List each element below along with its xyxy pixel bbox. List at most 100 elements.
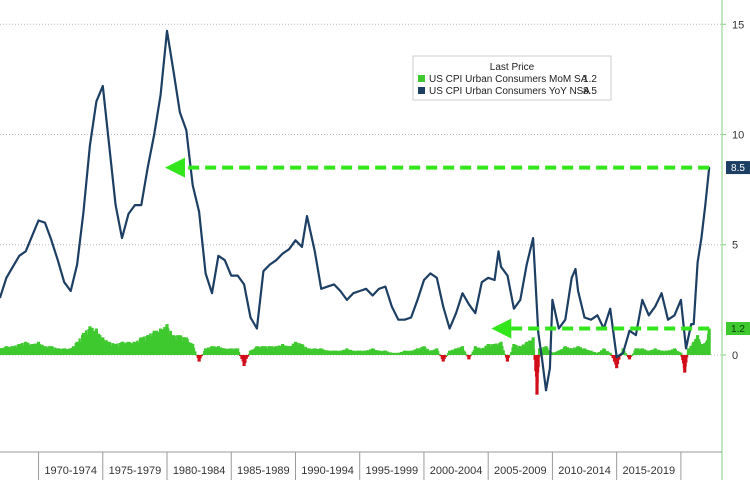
yoy-point: [429, 272, 432, 275]
mom-bar: [96, 334, 99, 355]
mom-bar: [348, 349, 351, 355]
yoy-point: [545, 389, 547, 392]
mom-bar: [122, 341, 125, 355]
mom-bar: [322, 349, 325, 355]
mom-bar: [570, 348, 574, 355]
mom-bar: [656, 350, 659, 355]
mom-bar: [672, 348, 677, 355]
mom-bar: [261, 346, 265, 355]
legend-value-mom: 1.2: [583, 74, 597, 85]
mom-bar: [630, 354, 634, 356]
yoy-point: [301, 246, 303, 248]
mom-bar: [65, 349, 69, 355]
mom-bar: [648, 351, 652, 355]
mom-bar: [409, 350, 413, 355]
mom-bar: [611, 354, 615, 359]
mom-bar: [610, 354, 613, 356]
mom-bar: [670, 349, 674, 355]
mom-bar: [341, 349, 345, 355]
yoy-point: [108, 144, 110, 147]
yoy-point: [57, 259, 59, 261]
mom-bar: [503, 353, 507, 355]
mom-bar: [340, 351, 343, 355]
mom-bar: [412, 350, 415, 355]
mom-bar: [488, 344, 491, 355]
mom-bar: [589, 350, 593, 355]
mom-bar: [154, 336, 157, 355]
yoy-point: [358, 290, 361, 292]
mom-bar: [452, 350, 455, 355]
mom-bar: [229, 348, 233, 355]
yoy-point: [313, 250, 316, 253]
yoy-point: [63, 281, 66, 284]
mom-bar: [632, 353, 635, 355]
mom-bar: [685, 354, 689, 358]
mom-bar: [537, 354, 541, 357]
yoy-point: [18, 254, 21, 257]
mom-bar: [105, 340, 108, 355]
yoy-point: [217, 254, 220, 257]
mom-bar: [120, 341, 124, 355]
mom-bar: [507, 354, 510, 358]
mom-bar: [203, 348, 208, 355]
mom-bar: [660, 350, 664, 355]
yoy-point: [423, 279, 425, 281]
mom-bar: [171, 335, 176, 355]
mom-bar: [592, 351, 595, 355]
mom-bar: [529, 340, 532, 355]
mom-bar: [62, 348, 66, 355]
yoy-point: [654, 305, 656, 308]
mom-bar: [597, 352, 600, 355]
mom-bar: [439, 354, 442, 357]
mom-bar: [647, 350, 651, 355]
yoy-point: [622, 351, 624, 354]
mom-bar: [513, 346, 517, 355]
mom-bar: [560, 349, 563, 355]
mom-bar: [542, 347, 545, 355]
mom-bar: [30, 343, 34, 355]
mom-bar: [393, 352, 396, 355]
mom-bar: [66, 349, 70, 355]
mom-bar: [603, 349, 607, 355]
last-value-yoy-bg: [726, 161, 750, 175]
yoy-point: [435, 277, 438, 279]
mom-bar: [431, 350, 435, 355]
mom-bar: [481, 347, 485, 355]
mom-bar: [449, 350, 453, 355]
yoy-point: [609, 307, 612, 310]
mom-bar: [147, 339, 151, 355]
yoy-point: [140, 204, 143, 206]
mom-bar: [290, 345, 293, 355]
yoy-point: [306, 215, 308, 217]
x-category-label-6: 2000-2004: [430, 465, 483, 477]
yoy-point: [114, 204, 117, 206]
mom-bar: [111, 343, 115, 355]
mom-bar: [259, 347, 262, 355]
yoy-point: [403, 318, 406, 321]
mom-bar: [60, 348, 63, 355]
mom-bar: [501, 346, 504, 355]
mom-bar: [563, 346, 567, 355]
mom-bar: [537, 354, 540, 367]
mom-bar: [129, 343, 133, 355]
yoy-point: [574, 268, 577, 270]
mom-bar: [0, 348, 3, 355]
mom-bar: [304, 346, 307, 355]
mom-bar: [271, 346, 274, 355]
mom-bar: [115, 343, 119, 355]
mom-bar: [300, 343, 304, 355]
mom-bar: [600, 350, 603, 355]
mom-bar: [39, 344, 43, 355]
mom-bar: [476, 348, 480, 355]
mom-bar: [134, 342, 138, 355]
mom-bar: [418, 348, 422, 355]
mom-bar: [664, 350, 667, 355]
mom-bar: [398, 353, 401, 355]
mom-bar: [75, 341, 79, 355]
mom-bar: [433, 349, 436, 355]
mom-bar: [46, 347, 49, 355]
mom-bar: [239, 354, 242, 356]
mom-bar: [330, 351, 333, 355]
mom-bar: [425, 350, 428, 355]
mom-bar: [457, 347, 460, 355]
